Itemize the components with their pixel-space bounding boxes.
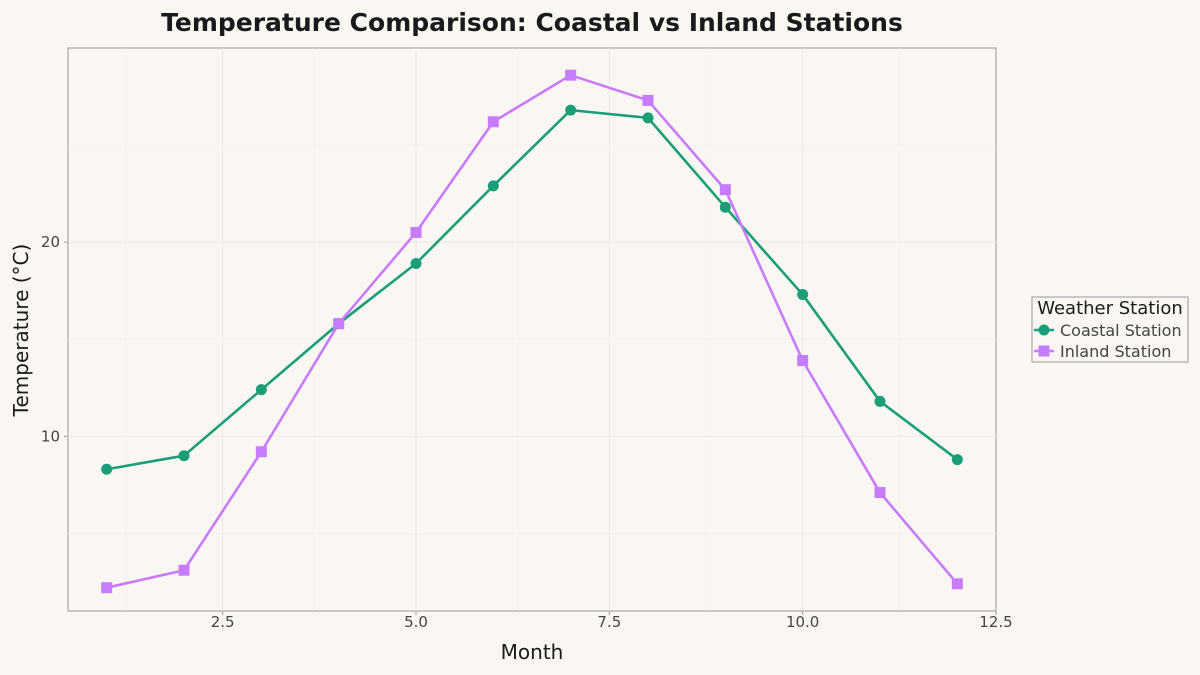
coastal-station-point [642,112,654,124]
inland-station-point [333,318,345,330]
y-tick-label: 10 [41,427,60,445]
coastal-station-point [178,450,190,462]
y-axis-label: Temperature (°C) [9,244,33,418]
x-tick-label: 10.0 [786,613,819,631]
legend-items: Coastal Station Inland Station [1034,321,1182,361]
x-tick-label: 12.5 [979,613,1012,631]
coastal-station-point [255,384,267,396]
legend-marker-inland-station [1038,345,1050,357]
legend-label-coastal-station: Coastal Station [1060,321,1182,340]
legend-label-inland-station: Inland Station [1060,342,1171,361]
coastal-station-point [951,454,963,466]
coastal-station-point [101,463,113,475]
coastal-station-point [874,395,886,407]
legend-item-inland-station: Inland Station [1034,342,1171,361]
coastal-station-point [565,104,577,116]
inland-station-point [255,446,267,458]
legend: Weather Station Coastal Station Inland St… [1031,296,1189,363]
x-axis-label: Month [501,640,564,664]
inland-station-point [101,582,113,594]
inland-station-point [642,94,654,106]
coastal-station-point [719,201,731,213]
legend-item-coastal-station: Coastal Station [1034,321,1182,340]
x-tick-label: 2.5 [211,613,235,631]
plot-area [67,47,997,612]
legend-marker-coastal-station [1038,324,1050,336]
coastal-station-point [410,257,422,269]
x-tick-label: 7.5 [597,613,621,631]
series-layer [101,69,963,594]
x-tick-label: 5.0 [404,613,428,631]
y-tick-label: 20 [41,233,60,251]
coastal-station-point [487,180,499,192]
grid-lines [68,48,996,611]
inland-station-point [874,487,886,499]
inland-station-point [797,355,809,367]
inland-station-point [178,564,190,576]
coastal-station-point [797,289,809,301]
inland-station-point [565,69,577,81]
series-inland-station [101,69,963,594]
legend-box [1031,296,1189,363]
inland-station-line [106,73,959,589]
inland-station-point [487,116,499,128]
inland-station-point [719,184,731,196]
legend-title: Weather Station [1037,298,1183,319]
inland-station-point [951,578,963,590]
coastal-station-line [106,108,959,471]
axis-ticks: 2.5 5.0 7.5 10.0 12.5 10 20 [41,233,1013,631]
inland-station-point [410,226,422,238]
chart-title: Temperature Comparison: Coastal vs Inlan… [161,8,903,37]
